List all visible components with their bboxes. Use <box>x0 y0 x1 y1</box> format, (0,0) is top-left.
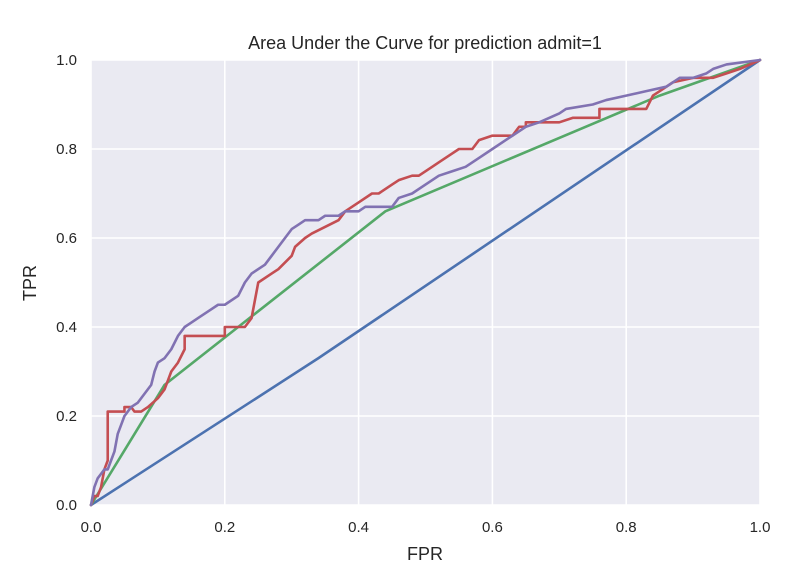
y-tick-label: 1.0 <box>56 52 77 69</box>
diagonal-line <box>89 58 762 507</box>
y-tick-label: 0.8 <box>56 141 77 158</box>
grid-lines <box>90 59 761 506</box>
y-tick-label: 0.4 <box>56 319 77 336</box>
x-tick-label: 0.0 <box>81 519 102 536</box>
x-tick-label: 0.8 <box>616 519 637 536</box>
x-tick-label: 0.4 <box>348 519 369 536</box>
x-tick-labels: 0.0 0.2 0.4 0.6 0.8 1.0 <box>81 519 771 536</box>
chart-title: Area Under the Curve for prediction admi… <box>248 33 602 53</box>
model-roc-line-purple <box>89 58 762 507</box>
x-tick-label: 1.0 <box>750 519 771 536</box>
y-tick-label: 0.6 <box>56 230 77 247</box>
series-lines <box>89 58 762 507</box>
model-roc-line-green <box>89 58 762 507</box>
x-tick-label: 0.2 <box>214 519 235 536</box>
y-axis-label: TPR <box>20 265 40 301</box>
y-tick-label: 0.2 <box>56 408 77 425</box>
y-tick-label: 0.0 <box>56 497 77 514</box>
y-tick-labels: 0.0 0.2 0.4 0.6 0.8 1.0 <box>56 52 77 514</box>
model-roc-line-red <box>89 58 762 507</box>
x-tick-label: 0.6 <box>482 519 503 536</box>
x-axis-label: FPR <box>407 544 443 564</box>
